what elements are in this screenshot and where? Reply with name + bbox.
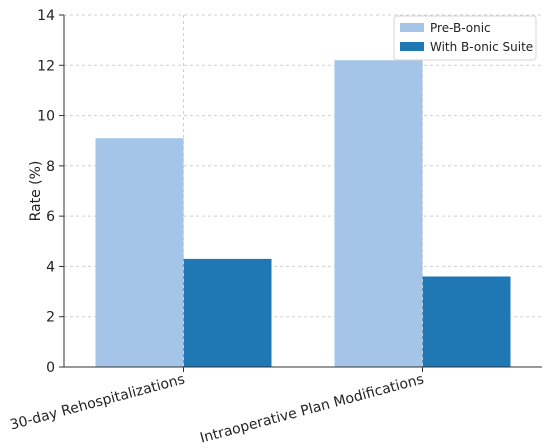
y-tick-labels: 0 2 4 6 8 10 12 14 bbox=[37, 8, 55, 376]
y-tick-label: 8 bbox=[46, 159, 55, 175]
y-tick-label: 0 bbox=[46, 360, 55, 376]
y-tick-label: 6 bbox=[46, 209, 55, 225]
y-tick-label: 2 bbox=[46, 310, 55, 326]
x-category-label: Intraoperative Plan Modifications bbox=[198, 371, 425, 446]
x-category-label: 30-day Rehospitalizations bbox=[8, 371, 186, 433]
y-tick-label: 12 bbox=[37, 58, 55, 74]
legend-label-with-b-onic-suite: With B-onic Suite bbox=[430, 40, 533, 54]
legend-swatch-pre-b-onic bbox=[400, 23, 424, 32]
legend-label-pre-b-onic: Pre-B-onic bbox=[430, 21, 491, 35]
y-tick-label: 14 bbox=[37, 8, 55, 24]
bar-with-b-onic-suite-0 bbox=[183, 258, 272, 367]
bar-pre-b-onic-0 bbox=[95, 138, 184, 367]
legend-box bbox=[393, 15, 537, 61]
x-category-labels: 30-day Rehospitalizations Intraoperative … bbox=[8, 371, 425, 446]
bar-with-b-onic-suite-1 bbox=[422, 276, 511, 367]
y-tick-label: 4 bbox=[46, 259, 55, 275]
bar-pre-b-onic-1 bbox=[334, 60, 423, 367]
legend-swatch-with-b-onic-suite bbox=[400, 42, 424, 51]
legend: Pre-B-onic With B-onic Suite bbox=[393, 15, 537, 61]
axes bbox=[59, 14, 542, 372]
y-axis-label: Rate (%) bbox=[28, 161, 44, 222]
y-tick-label: 10 bbox=[37, 109, 55, 125]
bars bbox=[95, 15, 511, 367]
